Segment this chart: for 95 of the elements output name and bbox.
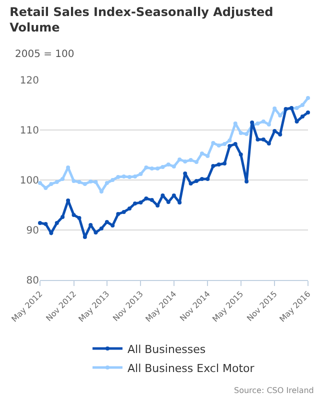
point bbox=[178, 158, 182, 162]
point bbox=[194, 179, 198, 183]
point bbox=[261, 138, 266, 142]
point bbox=[211, 141, 216, 145]
point bbox=[150, 166, 154, 170]
point bbox=[60, 177, 65, 181]
point bbox=[256, 122, 260, 126]
point bbox=[94, 180, 98, 184]
point bbox=[250, 120, 254, 124]
chart-title: Retail Sales Index-Seasonally Adjusted Volume bbox=[10, 5, 274, 35]
point bbox=[300, 114, 304, 118]
y-tick-label: 120 bbox=[20, 76, 39, 86]
point bbox=[77, 180, 82, 184]
point bbox=[82, 182, 87, 186]
point bbox=[54, 180, 59, 184]
point bbox=[178, 200, 182, 204]
point bbox=[256, 138, 260, 142]
point bbox=[206, 177, 210, 181]
point bbox=[88, 223, 93, 227]
y-tick-label: 100 bbox=[20, 176, 39, 186]
point bbox=[222, 162, 227, 166]
point bbox=[38, 221, 42, 225]
point bbox=[116, 212, 120, 216]
point bbox=[188, 158, 193, 162]
point bbox=[200, 177, 204, 181]
point bbox=[128, 206, 132, 210]
point bbox=[104, 220, 109, 224]
point bbox=[144, 196, 148, 200]
point bbox=[206, 154, 210, 158]
point bbox=[156, 166, 160, 170]
y-tick-label: 80 bbox=[26, 276, 39, 286]
point bbox=[122, 174, 126, 178]
point bbox=[183, 172, 188, 176]
point bbox=[238, 131, 243, 135]
point bbox=[110, 178, 115, 182]
point bbox=[172, 164, 176, 168]
point bbox=[38, 181, 42, 185]
point bbox=[272, 106, 277, 110]
point bbox=[194, 160, 198, 164]
line-series bbox=[38, 96, 310, 194]
point bbox=[272, 129, 277, 133]
point bbox=[306, 96, 310, 100]
point bbox=[104, 181, 109, 185]
point bbox=[233, 122, 238, 126]
legend-label: All Business Excl Motor bbox=[128, 362, 255, 375]
point bbox=[128, 175, 132, 179]
point bbox=[278, 132, 282, 136]
point bbox=[150, 198, 154, 202]
point bbox=[294, 106, 299, 110]
point bbox=[228, 144, 232, 148]
point bbox=[216, 162, 221, 166]
point bbox=[266, 122, 271, 126]
point bbox=[183, 160, 188, 164]
point bbox=[266, 142, 271, 146]
point bbox=[300, 103, 304, 107]
point bbox=[60, 215, 65, 219]
point bbox=[94, 230, 98, 234]
point bbox=[54, 221, 59, 225]
point bbox=[228, 138, 232, 142]
point bbox=[44, 222, 48, 226]
point bbox=[82, 235, 87, 239]
point bbox=[116, 175, 120, 179]
point bbox=[238, 152, 243, 156]
point bbox=[66, 198, 70, 202]
point bbox=[222, 142, 227, 146]
point bbox=[88, 180, 93, 184]
point bbox=[138, 172, 143, 176]
point bbox=[72, 179, 76, 183]
point bbox=[216, 144, 221, 148]
legend-label: All Businesses bbox=[128, 342, 206, 356]
point bbox=[200, 152, 204, 156]
point bbox=[44, 186, 48, 190]
point bbox=[133, 174, 138, 178]
point bbox=[261, 120, 266, 124]
y-tick-label: 90 bbox=[26, 226, 39, 236]
point bbox=[99, 226, 104, 230]
point bbox=[49, 182, 54, 186]
point bbox=[244, 132, 249, 136]
y-tick-label: 110 bbox=[20, 126, 39, 136]
point bbox=[144, 166, 148, 170]
point bbox=[306, 110, 310, 114]
point bbox=[138, 200, 143, 204]
point bbox=[122, 210, 126, 214]
point bbox=[110, 224, 115, 228]
point bbox=[188, 182, 193, 186]
source-note: Source: CSO Ireland bbox=[234, 386, 314, 395]
point bbox=[77, 216, 82, 220]
point bbox=[133, 202, 138, 206]
point bbox=[160, 165, 165, 169]
point bbox=[166, 162, 170, 166]
point bbox=[72, 213, 76, 217]
point bbox=[244, 180, 249, 184]
chart-subtitle: 2005 = 100 bbox=[15, 49, 74, 60]
point bbox=[211, 164, 216, 168]
point bbox=[233, 142, 238, 146]
